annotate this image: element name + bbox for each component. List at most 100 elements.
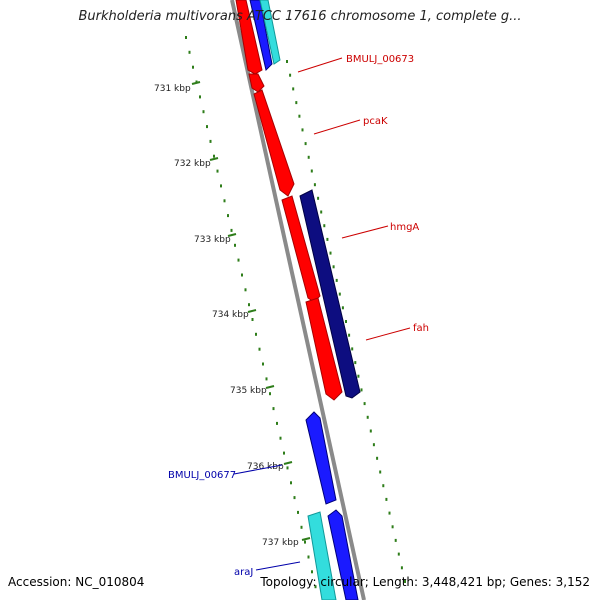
ruler-tick bbox=[191, 81, 201, 85]
gc-dot bbox=[206, 125, 208, 129]
gc-dot bbox=[258, 347, 261, 351]
gc-dot bbox=[313, 183, 316, 187]
gc-dot bbox=[357, 374, 360, 378]
gc-dot bbox=[286, 60, 288, 63]
gc-dot bbox=[307, 155, 310, 159]
gc-dot bbox=[255, 332, 257, 336]
ruler-tick bbox=[247, 309, 257, 313]
gc-dot bbox=[376, 456, 379, 460]
gc-dot bbox=[354, 361, 357, 365]
gc-dot bbox=[366, 415, 369, 419]
backbone-line bbox=[230, 0, 366, 600]
gc-dot bbox=[293, 496, 296, 500]
ruler-label-732: 732 kbp bbox=[174, 159, 211, 169]
gc-dot bbox=[213, 154, 215, 158]
gc-dot bbox=[338, 292, 341, 296]
gc-dot bbox=[314, 585, 317, 589]
gc-dot bbox=[262, 362, 264, 366]
gc-dot bbox=[269, 392, 271, 396]
gc-dot bbox=[265, 377, 268, 381]
gc-dot bbox=[379, 470, 382, 474]
gc-dot bbox=[295, 101, 298, 105]
ruler-label-731: 731 kbp bbox=[154, 84, 191, 94]
gc-dot bbox=[298, 114, 301, 118]
gc-dot bbox=[188, 50, 191, 54]
gc-dot bbox=[351, 347, 354, 351]
ruler-tick bbox=[227, 233, 237, 237]
gene-label-fah[interactable]: fah bbox=[413, 323, 429, 334]
gc-skew-dots-outer bbox=[286, 60, 406, 583]
gc-dot bbox=[304, 142, 307, 146]
gc-dot bbox=[382, 484, 385, 488]
gene-label-pcak[interactable]: pcaK bbox=[363, 116, 388, 127]
gc-dot bbox=[292, 87, 295, 91]
gc-dot bbox=[372, 443, 375, 447]
gc-dot bbox=[283, 451, 285, 455]
gene-cyan-bottom[interactable] bbox=[307, 511, 337, 600]
accession-text: Accession: NC_010804 bbox=[8, 575, 145, 589]
gc-dot bbox=[209, 139, 212, 143]
gc-dot bbox=[329, 251, 332, 255]
gc-dot bbox=[326, 237, 329, 241]
gene-label-bmulj-00677[interactable]: BMULJ_00677 bbox=[168, 470, 236, 481]
gc-dot bbox=[317, 196, 320, 200]
ruler-label-735: 735 kbp bbox=[230, 386, 267, 396]
ruler-label-736: 736 kbp bbox=[247, 462, 284, 472]
gc-dot bbox=[251, 318, 254, 321]
gene-bmulj-00673[interactable] bbox=[248, 73, 265, 93]
gc-dot bbox=[394, 538, 397, 542]
gc-dot bbox=[397, 552, 400, 556]
leader-bmulj-00673 bbox=[297, 57, 343, 73]
gc-dot bbox=[248, 303, 250, 307]
gc-dot bbox=[345, 320, 347, 323]
gc-dot bbox=[404, 580, 406, 583]
gc-dot bbox=[279, 436, 282, 440]
gc-dot bbox=[323, 224, 326, 228]
ruler-label-737: 737 kbp bbox=[262, 538, 299, 548]
ruler: 731 kbp 732 kbp 733 kbp 734 kbp 735 kbp … bbox=[154, 81, 311, 548]
ruler-tick bbox=[301, 537, 311, 541]
gc-dot bbox=[297, 510, 299, 514]
gc-dot bbox=[202, 110, 205, 114]
leader-hmga bbox=[341, 225, 389, 239]
leader-fah bbox=[365, 327, 411, 341]
gc-dot bbox=[385, 497, 388, 501]
gene-label-hmga[interactable]: hmgA bbox=[390, 222, 419, 233]
gene-label-bmulj-00673[interactable]: BMULJ_00673 bbox=[346, 54, 414, 65]
gc-dot bbox=[220, 184, 222, 188]
leader-araj bbox=[255, 561, 301, 571]
gene-bmulj-00677[interactable] bbox=[305, 411, 337, 505]
gc-dot bbox=[290, 481, 292, 485]
gc-dot bbox=[369, 429, 372, 433]
gc-dot bbox=[192, 65, 194, 69]
gene-top-blue[interactable] bbox=[249, 0, 273, 71]
gc-dot bbox=[185, 36, 187, 39]
gene-top-cyan[interactable] bbox=[259, 0, 281, 65]
gene-pcak[interactable] bbox=[253, 89, 295, 197]
gc-dot bbox=[276, 421, 278, 425]
gc-dot bbox=[199, 95, 201, 99]
map-title: Burkholderia multivorans ATCC 17616 chro… bbox=[78, 9, 522, 24]
gc-dot bbox=[272, 407, 275, 411]
gc-dot bbox=[300, 525, 303, 529]
gene-dark-blue[interactable] bbox=[299, 189, 361, 399]
ruler-tick bbox=[283, 461, 293, 465]
gene-bmulj-00673-top[interactable] bbox=[235, 0, 263, 75]
gc-dot bbox=[332, 265, 335, 269]
gc-dot bbox=[241, 273, 243, 277]
gene-araj[interactable] bbox=[327, 509, 359, 600]
gene-fah[interactable] bbox=[305, 297, 343, 401]
gc-dot bbox=[348, 333, 351, 337]
gc-dot bbox=[363, 402, 366, 406]
gc-dot bbox=[230, 228, 233, 232]
gc-dot bbox=[320, 210, 323, 214]
gc-dot bbox=[388, 511, 391, 515]
ruler-label-734: 734 kbp bbox=[212, 310, 249, 320]
gc-dot bbox=[244, 288, 247, 292]
gc-dot bbox=[301, 128, 304, 132]
gene-label-araj[interactable]: araJ bbox=[234, 567, 253, 578]
gc-dot bbox=[307, 555, 310, 559]
gc-dot bbox=[310, 169, 313, 173]
gc-dot bbox=[289, 73, 292, 77]
